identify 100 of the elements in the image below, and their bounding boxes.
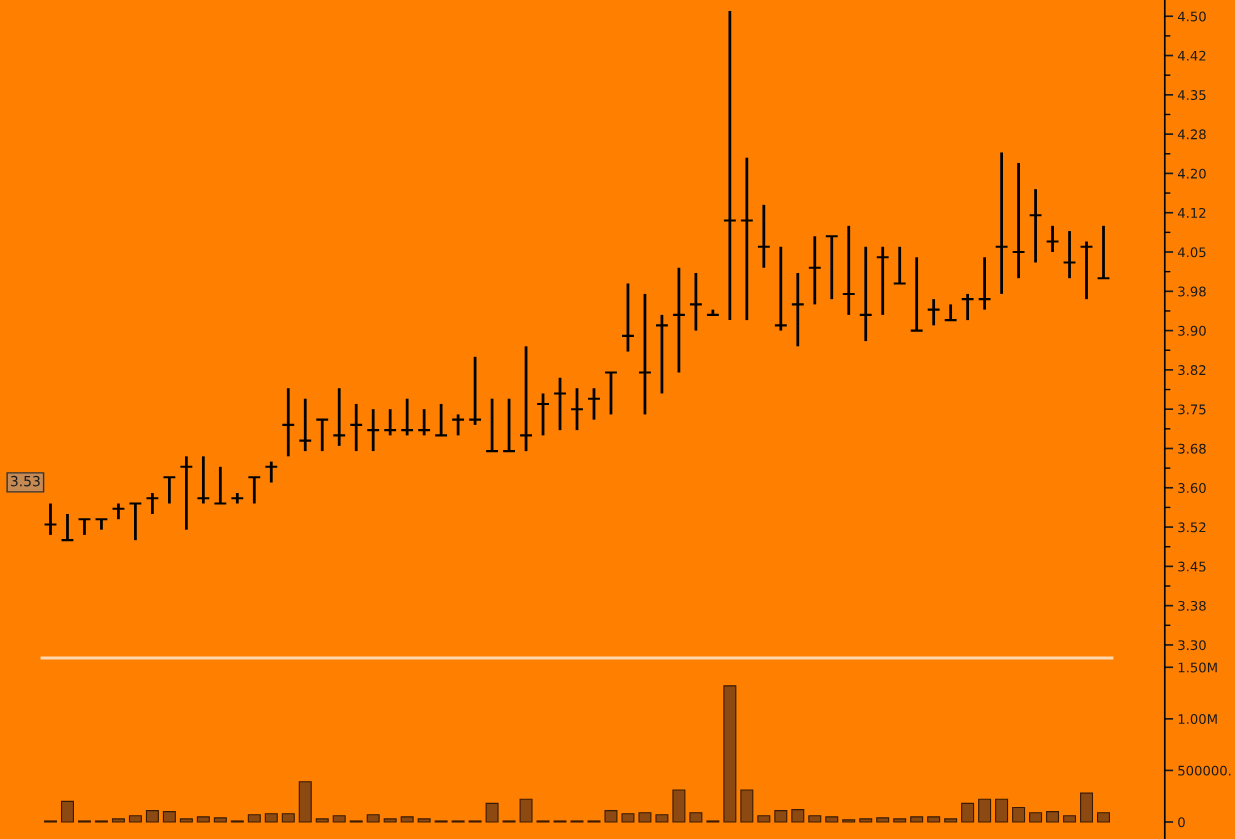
bar xyxy=(808,815,822,823)
bar xyxy=(825,816,839,823)
bar xyxy=(740,789,754,823)
bar xyxy=(757,815,771,823)
candlestick xyxy=(94,517,109,532)
y-tick-label: 1.50M xyxy=(1178,662,1217,673)
candlestick xyxy=(383,407,398,437)
candlestick xyxy=(977,255,992,312)
candlestick xyxy=(705,308,720,317)
candlestick xyxy=(756,203,771,270)
bar xyxy=(638,812,652,823)
candlestick xyxy=(892,245,907,285)
y-tick-label: 3.68 xyxy=(1178,443,1206,454)
y-tick-label: 4.42 xyxy=(1177,50,1206,61)
bar xyxy=(213,817,227,823)
y-tick-label: 3.30 xyxy=(1178,640,1206,651)
y-tick-label: 4.05 xyxy=(1177,247,1206,258)
candlestick xyxy=(875,245,890,317)
y-tick-label: 4.12 xyxy=(1177,207,1206,218)
bar xyxy=(1046,811,1060,823)
y-tick-label: 4.35 xyxy=(1177,90,1206,101)
bar xyxy=(859,818,873,823)
candlestick xyxy=(841,224,856,317)
bar xyxy=(247,814,261,823)
bar xyxy=(774,810,788,823)
candlestick xyxy=(603,371,618,416)
candlestick xyxy=(926,297,941,327)
bar xyxy=(723,685,737,823)
bar xyxy=(604,810,618,823)
candlestick xyxy=(671,266,686,374)
bar xyxy=(791,809,805,823)
y-tick-label: 1.00M xyxy=(1178,714,1217,725)
candlestick xyxy=(1045,224,1060,254)
candlestick xyxy=(570,386,584,432)
bar xyxy=(842,819,856,823)
y-tick-label: 3.45 xyxy=(1178,561,1206,572)
bar xyxy=(281,813,295,823)
candlestick xyxy=(739,156,754,322)
candlestick xyxy=(145,491,160,516)
candlestick xyxy=(111,502,126,521)
bar xyxy=(315,818,329,823)
candlestick xyxy=(960,292,975,322)
bar xyxy=(927,816,941,823)
y-tick-label: 3.75 xyxy=(1178,404,1206,415)
candlestick xyxy=(434,402,449,437)
candlestick xyxy=(468,355,483,427)
bar xyxy=(196,816,210,823)
bar xyxy=(145,810,159,823)
y-tick-label: 4.50 xyxy=(1177,11,1206,22)
candlestick xyxy=(637,292,652,416)
candlestick xyxy=(417,407,432,437)
bar xyxy=(128,815,142,823)
candlestick xyxy=(366,407,381,453)
bar xyxy=(689,812,703,823)
y-tick-label: 0 xyxy=(1178,817,1185,828)
bar xyxy=(400,816,414,823)
candlestick xyxy=(400,397,415,437)
bar xyxy=(893,818,907,823)
y-tick-label: 4.20 xyxy=(1177,168,1206,179)
bar xyxy=(944,818,958,823)
candlestick xyxy=(332,386,347,448)
candlestick xyxy=(247,475,262,505)
candlestick xyxy=(790,271,805,348)
candlestick xyxy=(179,454,194,532)
candlestick xyxy=(60,512,75,542)
candlestick xyxy=(620,282,635,353)
candlestick xyxy=(688,271,703,332)
bar xyxy=(1063,815,1077,823)
bar xyxy=(621,813,635,823)
y-tick-label: 4.28 xyxy=(1177,129,1206,140)
candlestick xyxy=(502,397,517,453)
candlestick xyxy=(722,9,737,322)
bar xyxy=(655,814,669,823)
candlestick xyxy=(315,418,330,453)
bar xyxy=(1029,812,1043,823)
bar xyxy=(995,798,1009,823)
bar xyxy=(519,798,533,823)
candlestick xyxy=(264,460,279,484)
bar xyxy=(162,811,176,823)
bar xyxy=(876,817,890,823)
y-tick-label: 500000. xyxy=(1178,765,1231,776)
bar xyxy=(298,781,312,823)
y-tick-label: 3.60 xyxy=(1178,482,1206,493)
bar xyxy=(417,818,431,823)
candlestick xyxy=(824,234,839,301)
bar xyxy=(1080,792,1094,823)
candlestick xyxy=(43,502,58,537)
candlestick xyxy=(519,344,534,453)
bar xyxy=(672,789,686,823)
candlestick xyxy=(536,392,551,437)
candlestick xyxy=(77,517,92,537)
y-tick-label: 3.90 xyxy=(1178,325,1206,336)
y-tick-label: 3.52 xyxy=(1178,522,1206,533)
bar xyxy=(961,802,975,823)
bar xyxy=(1097,812,1111,823)
candlestick xyxy=(943,303,958,322)
candlestick xyxy=(349,402,364,453)
candlestick xyxy=(230,491,245,505)
candlestick xyxy=(654,313,669,395)
candlestick xyxy=(196,454,211,505)
